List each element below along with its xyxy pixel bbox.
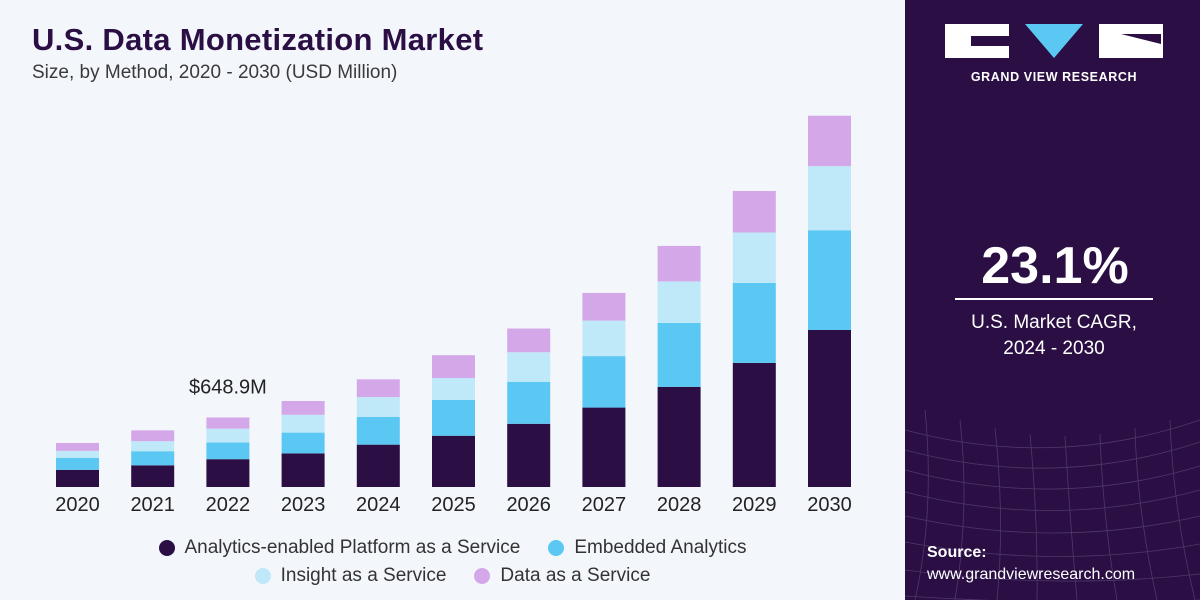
bar-2024-insight-as-a-service (356, 397, 400, 417)
bar-2020-data-as-a-service (56, 442, 99, 451)
bar-2028-analytics-enabled-platform-as-a-service (657, 386, 701, 487)
legend-item-embedded: Embedded Analytics (548, 537, 747, 559)
chart-panel: U.S. Data Monetization Market Size, by M… (0, 22, 905, 590)
bar-2030-insight-as-a-service (808, 166, 851, 231)
x-tick-label-2023: 2023 (281, 494, 326, 516)
legend-row-2: Insight as a Service Data as a Service (0, 562, 905, 590)
bar-2030-data-as-a-service (808, 115, 851, 167)
cagr-divider (955, 298, 1153, 300)
bar-2022-analytics-enabled-platform-as-a-service (206, 459, 250, 487)
bar-2025-embedded-analytics (432, 399, 475, 436)
bar-2029-insight-as-a-service (732, 232, 776, 283)
bar-2026-insight-as-a-service (507, 352, 551, 382)
x-tick-label-2029: 2029 (732, 494, 777, 516)
bar-2026-analytics-enabled-platform-as-a-service (507, 423, 551, 487)
bar-2028-data-as-a-service (657, 245, 701, 282)
bar-2027-data-as-a-service (582, 292, 626, 321)
bar-2029-data-as-a-service (732, 190, 776, 233)
bar-2024-analytics-enabled-platform-as-a-service (356, 444, 400, 487)
bar-2025-insight-as-a-service (432, 378, 475, 400)
legend-swatch-insight (254, 568, 271, 584)
bar-2027-analytics-enabled-platform-as-a-service (582, 407, 626, 487)
gvr-logo-icon (945, 24, 1163, 58)
grid-wave-decoration (905, 409, 1200, 600)
bar-2029-analytics-enabled-platform-as-a-service (732, 362, 776, 487)
x-tick-label-2027: 2027 (582, 494, 627, 516)
bar-2020-embedded-analytics (56, 457, 99, 470)
chart-title: U.S. Data Monetization Market (32, 22, 484, 57)
legend-row-1: Analytics-enabled Platform as a Service … (0, 534, 905, 562)
x-tick-label-2025: 2025 (431, 494, 476, 516)
bar-2025-analytics-enabled-platform-as-a-service (432, 435, 475, 487)
legend-label-daas: Data as a Service (500, 565, 651, 586)
bar-2021-embedded-analytics (131, 451, 175, 466)
x-tick-label-2030: 2030 (807, 494, 852, 516)
source-title: Source: (927, 544, 987, 561)
bar-2023-insight-as-a-service (281, 414, 325, 433)
bar-2021-analytics-enabled-platform-as-a-service (131, 465, 175, 487)
bar-2025-data-as-a-service (432, 355, 475, 379)
legend-item-platform: Analytics-enabled Platform as a Service (158, 537, 521, 559)
brand-name: GRAND VIEW RESEARCH (970, 70, 1138, 84)
bar-2022-embedded-analytics (206, 442, 250, 460)
bar-2028-embedded-analytics (657, 322, 701, 387)
legend-swatch-daas (474, 568, 491, 584)
legend-item-insight: Insight as a Service (254, 565, 447, 587)
bar-2029-embedded-analytics (732, 282, 776, 363)
bar-2030-analytics-enabled-platform-as-a-service (808, 329, 851, 487)
x-tick-label-2021: 2021 (130, 494, 175, 516)
cagr-label: U.S. Market CAGR, 2024 - 2030 (945, 310, 1163, 362)
bar-2026-data-as-a-service (507, 328, 551, 353)
x-tick-label-2026: 2026 (506, 494, 551, 516)
bar-2021-data-as-a-service (131, 430, 175, 442)
bar-2024-data-as-a-service (356, 379, 400, 398)
bar-2022-insight-as-a-service (206, 428, 250, 443)
legend-swatch-embedded (548, 540, 565, 556)
cagr-label-line1: U.S. Market CAGR, (971, 312, 1137, 333)
bar-2022-data-as-a-service (206, 417, 250, 429)
bar-2027-insight-as-a-service (582, 320, 626, 357)
bar-2023-embedded-analytics (281, 432, 325, 454)
cagr-label-line2: 2024 - 2030 (1003, 338, 1105, 359)
bar-2026-embedded-analytics (507, 381, 551, 424)
bar-2020-analytics-enabled-platform-as-a-service (56, 469, 99, 487)
legend-swatch-platform (158, 540, 175, 556)
x-tick-label-2022: 2022 (206, 494, 251, 516)
legend-label-platform: Analytics-enabled Platform as a Service (184, 537, 521, 558)
legend-label-embedded: Embedded Analytics (574, 537, 747, 558)
data-label-2022: $648.9M (189, 376, 267, 398)
bar-2024-embedded-analytics (356, 416, 400, 445)
bar-2021-insight-as-a-service (131, 441, 175, 452)
x-tick-label-2020: 2020 (55, 494, 100, 516)
bar-2027-embedded-analytics (582, 356, 626, 408)
x-tick-label-2024: 2024 (356, 494, 401, 516)
chart-legend: Analytics-enabled Platform as a Service … (0, 534, 905, 590)
bar-2030-embedded-analytics (808, 230, 851, 330)
legend-item-daas: Data as a Service (474, 565, 650, 587)
cagr-value: 23.1% (981, 237, 1129, 295)
chart-subtitle: Size, by Method, 2020 - 2030 (USD Millio… (32, 62, 398, 83)
legend-label-insight: Insight as a Service (280, 565, 447, 586)
stacked-bar-chart: 2020 2021 2022 2023 2024 2025 2026 2027 2028 2029… (55, 115, 852, 516)
bar-2023-data-as-a-service (281, 400, 325, 415)
bar-2028-insight-as-a-service (657, 281, 701, 323)
info-sidebar: GRAND VIEW RESEARCH 23.1% U.S. Market CA… (905, 0, 1200, 600)
x-tick-label-2028: 2028 (657, 494, 702, 516)
bar-2020-insight-as-a-service (56, 450, 99, 458)
bar-2023-analytics-enabled-platform-as-a-service (281, 453, 325, 487)
source-link[interactable]: www.grandviewresearch.com (927, 566, 1136, 583)
